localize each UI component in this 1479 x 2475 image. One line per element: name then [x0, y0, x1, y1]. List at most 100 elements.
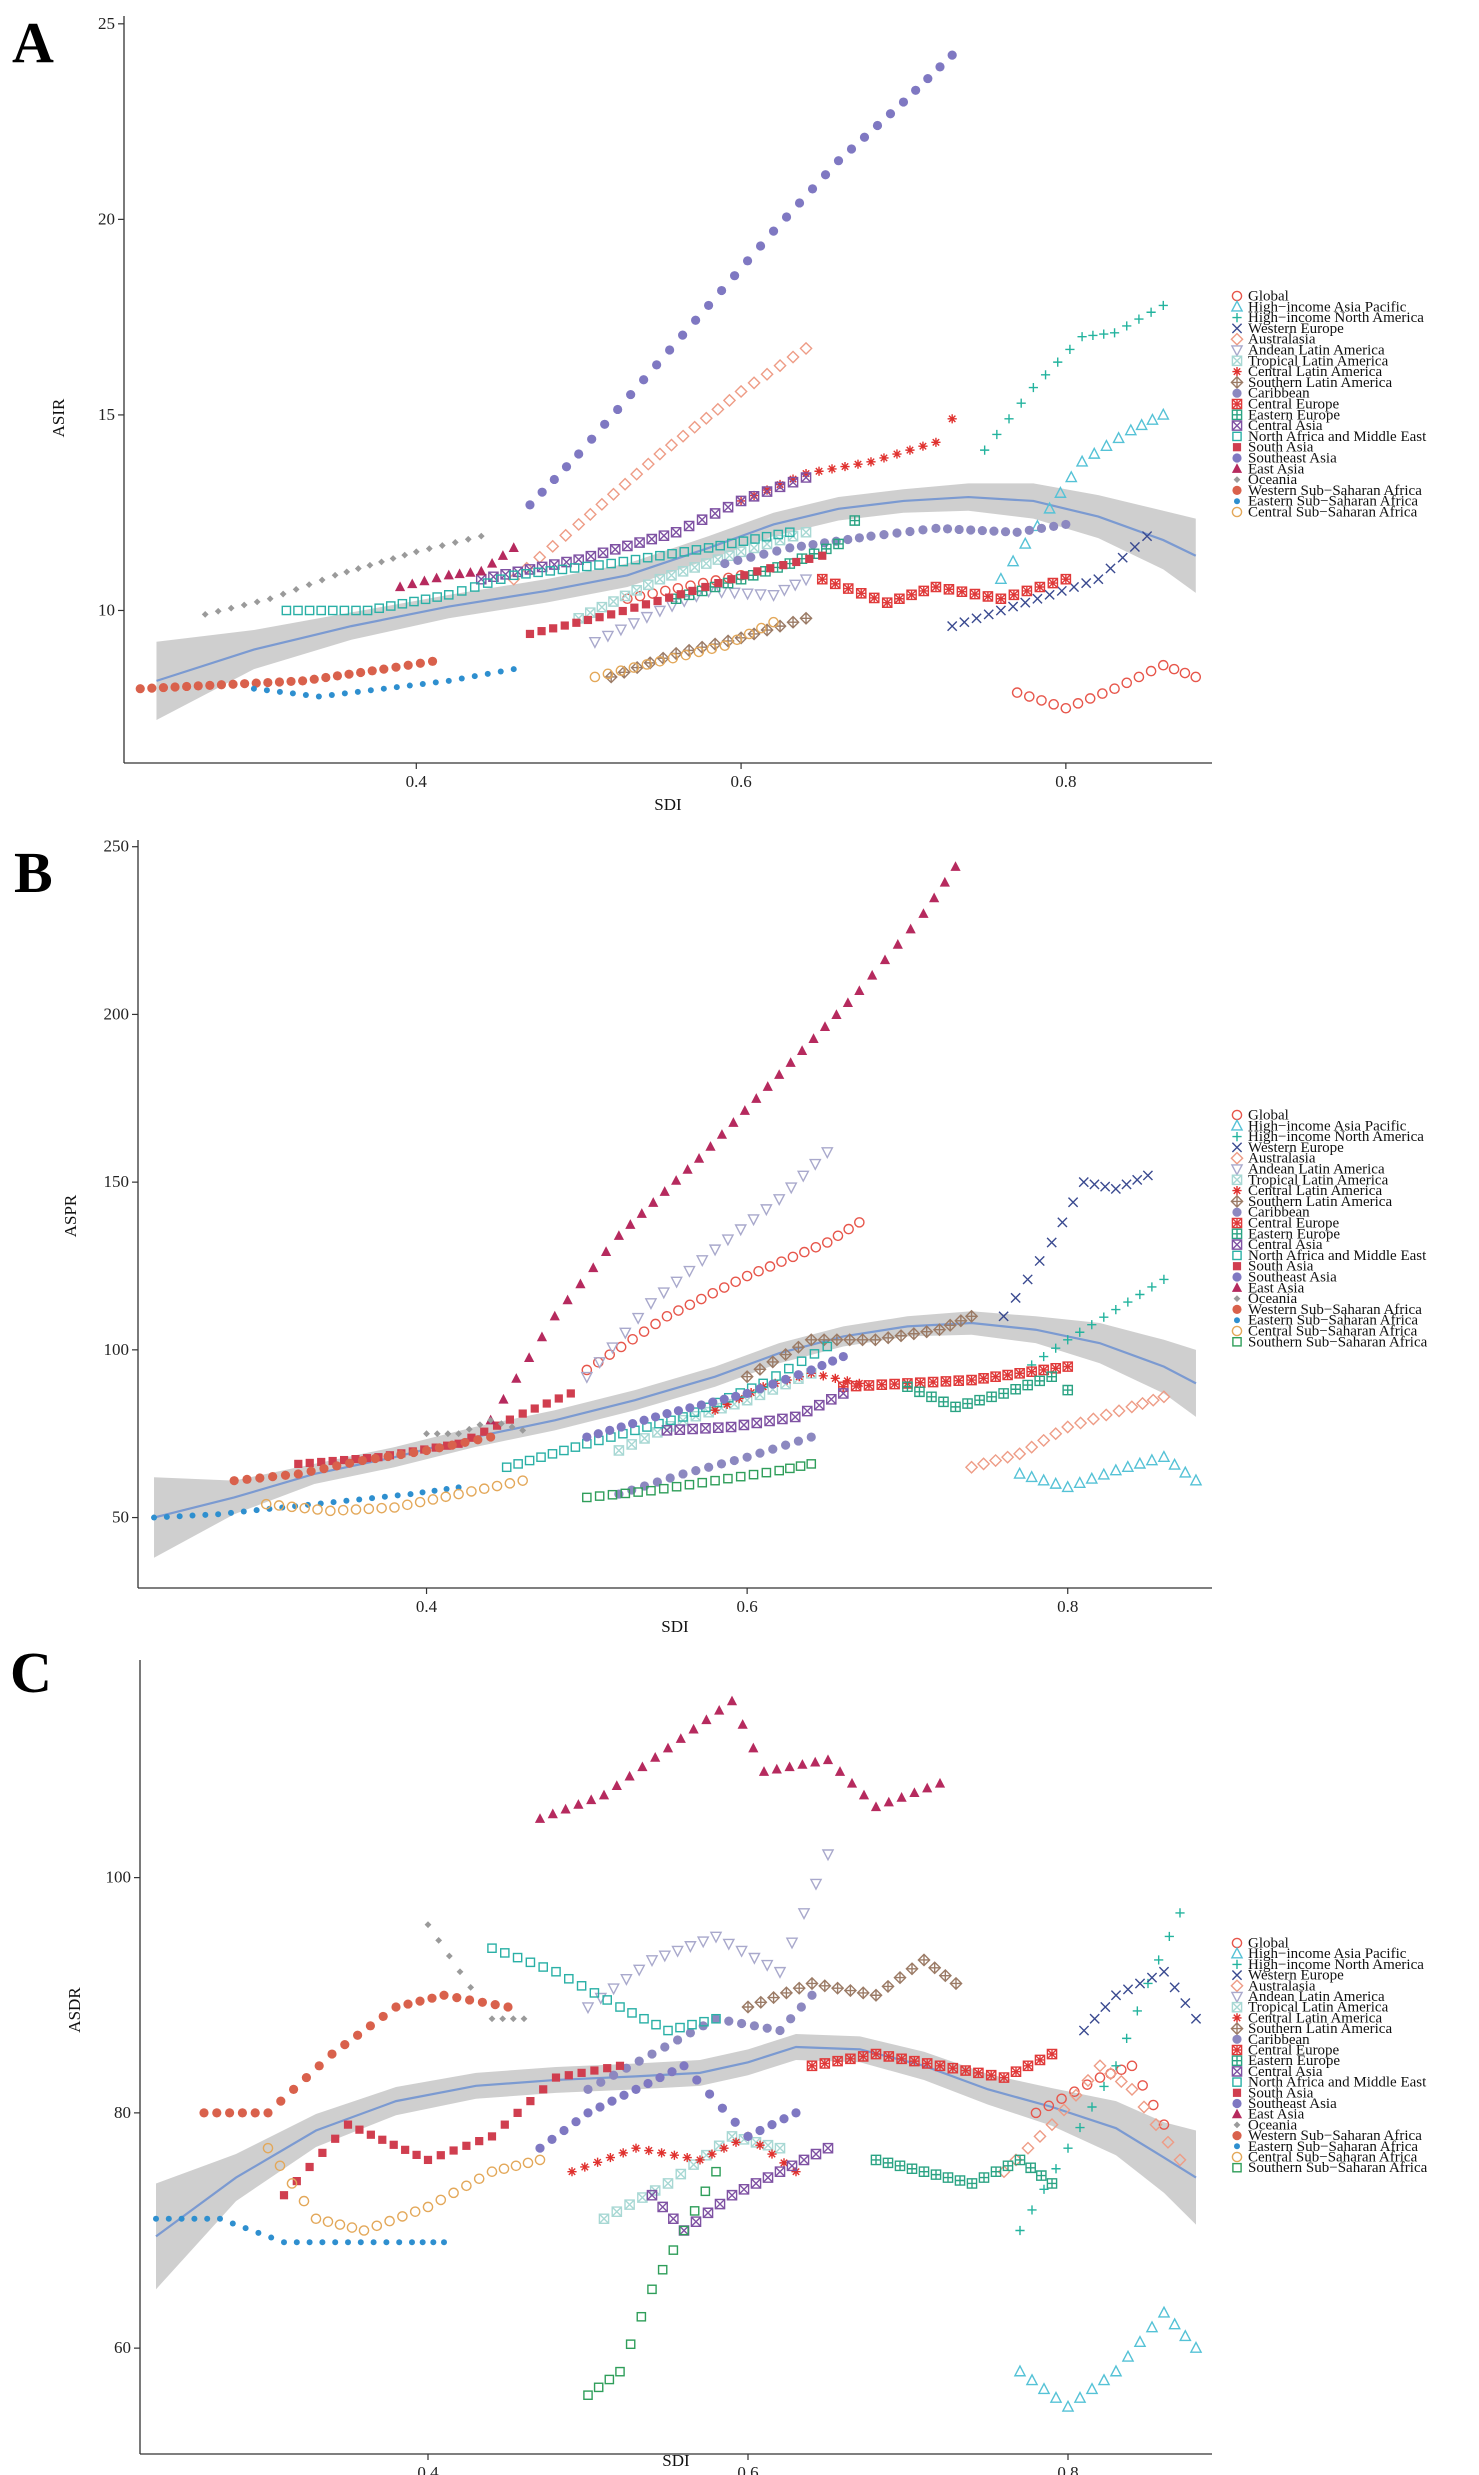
data-point	[1081, 2073, 1095, 2088]
data-point	[720, 558, 730, 569]
data-point	[454, 1439, 463, 1448]
series-western-sub-saharan-africa	[135, 656, 438, 694]
data-point	[889, 1378, 900, 1390]
data-point	[1011, 687, 1023, 698]
data-point	[1125, 2082, 1139, 2096]
data-point	[657, 2201, 668, 2213]
data-point	[657, 1287, 671, 1300]
data-point	[495, 574, 506, 584]
data-point	[517, 1475, 529, 1486]
data-point	[419, 575, 430, 586]
data-point	[412, 2150, 421, 2159]
data-point	[551, 2073, 561, 2082]
data-point	[1049, 1427, 1063, 1441]
legend-key	[1232, 2098, 1242, 2109]
data-point	[774, 534, 786, 546]
legend-key	[1230, 1979, 1244, 1993]
data-point	[1021, 2141, 1035, 2155]
data-point	[630, 554, 641, 565]
data-point	[784, 1363, 794, 1374]
data-point	[693, 646, 705, 658]
data-point	[618, 477, 632, 491]
data-point	[1190, 671, 1202, 683]
data-point	[818, 1979, 832, 1993]
data-point	[458, 675, 465, 682]
y-tick-label: 20	[98, 209, 115, 228]
legend-label: Central Asia	[1248, 2064, 1323, 2080]
data-point	[1109, 1463, 1123, 1476]
data-point	[225, 2108, 235, 2118]
data-point	[1099, 1312, 1109, 1322]
data-point	[371, 2220, 383, 2232]
legend-key	[1230, 1991, 1244, 2004]
data-point	[513, 1459, 523, 1469]
data-point	[762, 2023, 772, 2033]
data-point	[719, 640, 731, 651]
data-point	[859, 132, 870, 142]
data-point	[989, 1453, 1003, 1468]
data-point	[585, 550, 597, 562]
data-point	[1146, 1393, 1160, 1407]
data-point	[1046, 1237, 1057, 1248]
data-point	[1179, 2329, 1192, 2342]
legend-key	[1232, 431, 1242, 442]
data-point	[774, 481, 786, 493]
data-point	[1022, 1274, 1033, 1285]
data-point	[604, 2374, 615, 2385]
data-point	[580, 2162, 590, 2172]
data-point	[739, 1105, 750, 1115]
data-point	[381, 1493, 388, 1500]
data-point	[439, 1990, 449, 2000]
data-point	[586, 1794, 597, 1805]
data-point	[1037, 2382, 1051, 2395]
data-point	[1040, 370, 1051, 380]
data-point	[268, 2234, 275, 2241]
data-point	[636, 1208, 647, 1218]
data-point	[559, 2125, 569, 2136]
data-point	[153, 2215, 159, 2222]
data-point	[1073, 1416, 1088, 1430]
data-point	[1072, 698, 1084, 709]
data-point	[526, 2097, 535, 2106]
data-point	[602, 668, 614, 680]
data-point	[774, 1465, 784, 1476]
data-point	[740, 571, 749, 580]
series-western-sub-saharan-africa	[229, 1432, 496, 1486]
data-point	[289, 2084, 299, 2094]
data-point	[593, 1357, 606, 1370]
data-point	[755, 2125, 765, 2136]
data-point	[663, 2025, 673, 2036]
data-point	[976, 1457, 991, 1471]
data-point	[598, 2213, 610, 2225]
series-high-income-asia-pacific	[994, 407, 1170, 584]
data-point	[536, 1331, 548, 1342]
data-point	[849, 515, 861, 526]
series-eastern-sub-saharan-africa	[153, 2215, 447, 2246]
data-point	[525, 1957, 536, 1968]
data-point	[786, 615, 800, 629]
data-point	[879, 529, 889, 540]
data-point	[654, 573, 666, 585]
data-point	[286, 2178, 298, 2189]
legend-key	[1230, 2022, 1244, 2036]
data-point	[943, 1318, 957, 1332]
data-point	[666, 569, 677, 581]
data-point	[779, 1986, 793, 2000]
data-point	[1049, 1476, 1062, 1489]
data-point	[1135, 1289, 1145, 1300]
data-point	[289, 690, 296, 697]
data-point	[639, 1433, 650, 1444]
legend-key	[1231, 1239, 1243, 1250]
legend-key	[1230, 1151, 1244, 1165]
data-point	[821, 1237, 833, 1248]
data-point	[762, 485, 772, 495]
data-point	[822, 2142, 834, 2154]
data-point	[266, 595, 274, 603]
series-southeast-asia	[525, 50, 957, 510]
legend-label: Western Europe	[1248, 1968, 1344, 1984]
data-point	[573, 554, 584, 565]
data-point	[253, 598, 261, 606]
data-point	[748, 1952, 761, 1965]
data-point	[872, 120, 883, 131]
